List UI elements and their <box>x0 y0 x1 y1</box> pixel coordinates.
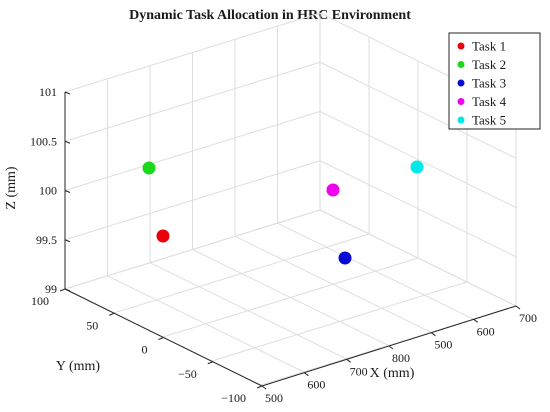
legend-marker <box>457 116 465 124</box>
data-points <box>142 160 424 265</box>
x-tick-label: 500 <box>265 391 283 405</box>
legend-box <box>448 32 541 130</box>
x-tick-label: 600 <box>477 324 495 338</box>
data-point-task-3 <box>338 251 352 265</box>
x-tick-label: 800 <box>392 351 410 365</box>
data-point-task-1 <box>156 229 170 243</box>
x-tick-label: 600 <box>307 378 325 392</box>
x-tick-mark <box>304 372 309 377</box>
legend-label: Task 1 <box>472 39 506 54</box>
x-tick-label: 700 <box>350 364 368 378</box>
x-tick-mark <box>515 305 521 310</box>
y-tick-label: −100 <box>221 391 246 405</box>
z-tick-mark <box>64 288 71 292</box>
x-tick-mark <box>473 318 478 323</box>
x-tick-mark <box>261 385 267 390</box>
x-tick-label: 500 <box>434 338 452 352</box>
x-axis-label: X (mm) <box>370 366 415 381</box>
z-tick-mark <box>64 190 71 193</box>
z-axis-label: Z (mm) <box>4 166 19 209</box>
grid <box>64 12 517 386</box>
y-tick-label: −50 <box>178 367 197 381</box>
y-gridline <box>113 233 370 314</box>
y-gridline <box>64 209 321 290</box>
y-tick-mark <box>207 361 213 365</box>
x-tick-mark <box>346 358 351 363</box>
chart-title: Dynamic Task Allocation in HRC Environme… <box>129 8 411 23</box>
y-tick-mark <box>256 385 263 389</box>
y-tick-mark <box>59 288 66 292</box>
legend-label: Task 3 <box>472 76 506 91</box>
y-tick-label: 100 <box>31 294 49 308</box>
legend-marker <box>457 98 465 105</box>
z-tick-label: 100.5 <box>30 134 57 148</box>
legend-marker <box>457 61 465 68</box>
y-tick-mark <box>158 337 164 340</box>
z-tick-label: 101 <box>39 85 57 99</box>
z-tick-mark <box>64 91 71 95</box>
x-tick-mark <box>388 345 394 350</box>
z-tick-label: 99 <box>45 282 57 296</box>
data-point-task-2 <box>142 161 156 175</box>
z-tick-label: 100 <box>39 184 57 198</box>
legend-marker <box>457 79 465 87</box>
y-gridline <box>162 257 419 338</box>
z-tick-mark <box>64 239 71 243</box>
legend-label: Task 4 <box>472 94 507 109</box>
y-tick-label: 50 <box>86 318 98 332</box>
z-tick-label: 99.5 <box>36 233 57 247</box>
y-gridline <box>211 281 468 362</box>
x-tick-label: 700 <box>519 311 537 325</box>
legend: Task 1 Task 2 Task 3 Task 4 Task 5 <box>448 32 541 130</box>
data-point-task-5 <box>410 160 424 174</box>
legend-marker <box>457 42 465 50</box>
z-tick-mark <box>64 140 71 144</box>
y-tick-mark <box>109 312 115 316</box>
legend-label: Task 2 <box>472 57 506 72</box>
y-axis-label: Y (mm) <box>56 359 101 374</box>
data-point-task-4 <box>326 183 340 197</box>
x-tick-mark <box>431 332 436 337</box>
y-tick-label: 0 <box>142 343 148 357</box>
legend-label: Task 5 <box>472 113 506 128</box>
